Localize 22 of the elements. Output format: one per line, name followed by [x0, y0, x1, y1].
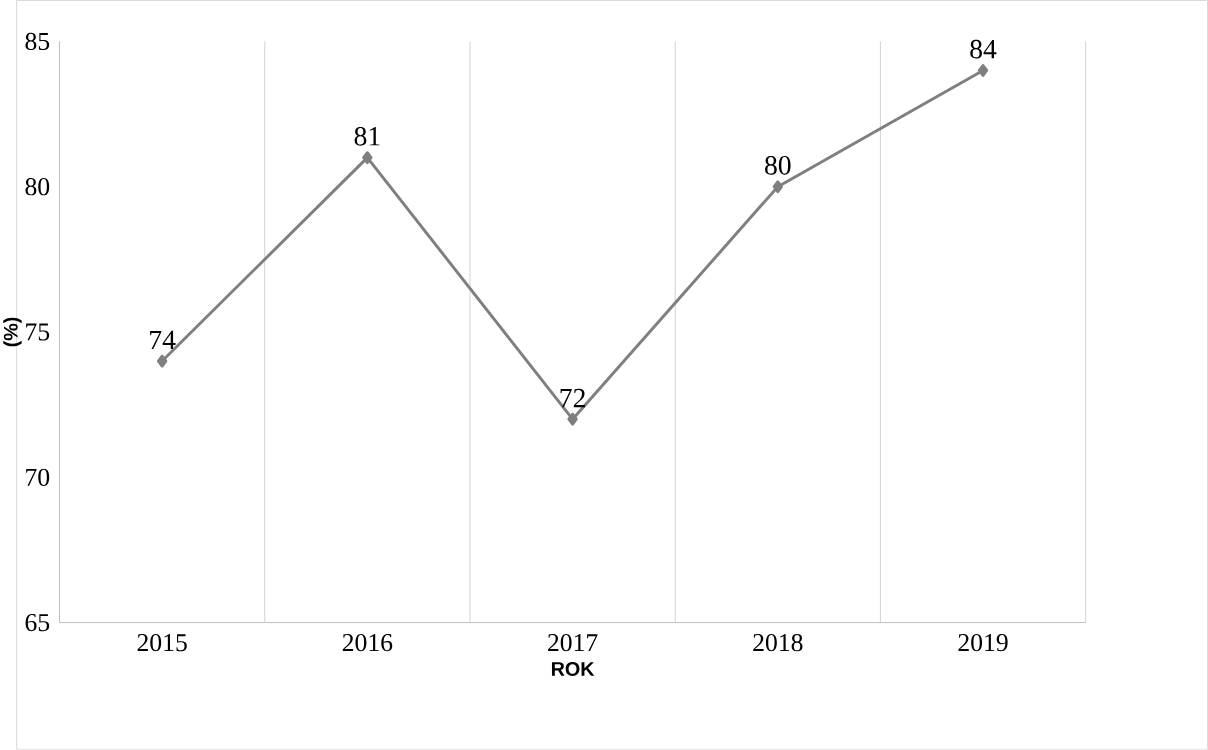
x-tick-label: 2015 [137, 634, 187, 652]
y-tick-label: 70 [26, 468, 50, 486]
x-tick-label: 2017 [548, 634, 598, 652]
point [772, 180, 783, 194]
data-label: 72 [560, 388, 585, 408]
point [977, 64, 989, 77]
point [362, 151, 373, 165]
y-tick-label: 65 [25, 614, 50, 632]
x-tick-label: 2016 [342, 634, 393, 652]
y-axis-title: (%) [3, 317, 22, 347]
x-axis-title: ROK [551, 662, 595, 676]
x-tick-label: 2019 [958, 634, 1008, 652]
point [567, 412, 578, 426]
point [156, 354, 168, 368]
data-label: 81 [354, 127, 380, 146]
y-tick-label: 85 [25, 32, 50, 51]
data-label: 84 [970, 39, 997, 59]
data-label: 80 [765, 156, 791, 175]
y-tick-label: 75 [26, 323, 50, 341]
y-tick-label: 80 [25, 178, 50, 196]
data-label: 74 [150, 330, 176, 350]
x-tick-label: 2018 [753, 634, 803, 652]
